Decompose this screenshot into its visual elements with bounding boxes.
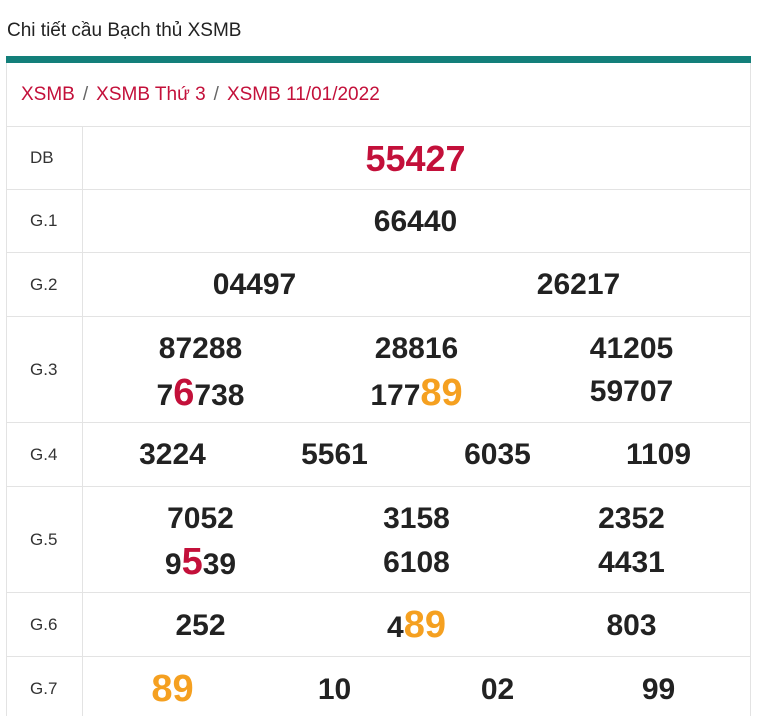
prize-values-g3: 87288 28816 41205 76738 17789 59707 — [82, 316, 750, 423]
results-panel: XSMB / XSMB Thứ 3 / XSMB 11/01/2022 DB 55427… — [6, 63, 751, 716]
prize-values-g4: 3224 5561 6035 1109 — [82, 422, 750, 487]
prize-label-g6: G.6 — [7, 592, 83, 657]
prize-number: 87288 — [158, 332, 243, 365]
prize-number: 3158 — [383, 502, 450, 535]
prize-values-g2: 04497 26217 — [82, 252, 750, 317]
prize-label-g5: G.5 — [7, 486, 83, 593]
prize-number-highlighted: 489 — [387, 604, 446, 646]
prize-number: 2352 — [598, 502, 665, 535]
highlighted-digit: 6 — [173, 372, 195, 414]
table-row: G.1 66440 — [7, 189, 750, 253]
prize-number: 99 — [641, 673, 676, 706]
prize-values-g5: 7052 3158 2352 9539 6108 4431 — [82, 486, 750, 593]
prize-number: 02 — [480, 673, 515, 706]
prize-number-highlighted: 89 — [151, 668, 194, 710]
table-row: G.5 7052 3158 2352 9539 6108 4431 — [7, 486, 750, 593]
breadcrumb-xsmb-thu-3[interactable]: XSMB Thứ 3 — [96, 84, 206, 105]
prize-number: 4431 — [598, 546, 665, 579]
prize-values-g1: 66440 — [82, 189, 750, 253]
prize-label-db: DB — [7, 126, 83, 190]
prize-label-g7: G.7 — [7, 656, 83, 716]
breadcrumb-xsmb-date[interactable]: XSMB 11/01/2022 — [226, 84, 380, 105]
title-accent-bar — [6, 56, 751, 63]
page-title: Chi tiết cầu Bạch thủ XSMB — [7, 20, 242, 41]
prize-number: 10 — [317, 673, 352, 706]
prize-number: 6035 — [464, 438, 531, 471]
highlighted-digit: 89 — [403, 604, 446, 646]
prize-label-g4: G.4 — [7, 422, 83, 487]
prize-values-g6: 252 489 803 — [82, 592, 750, 657]
prize-number-highlighted: 9539 — [164, 541, 237, 583]
prize-label-g3: G.3 — [7, 316, 83, 423]
table-row: G.7 89 10 02 99 — [7, 656, 750, 716]
prize-values-g7: 89 10 02 99 — [82, 656, 750, 716]
prize-number: 41205 — [589, 332, 674, 365]
highlighted-digit: 5 — [181, 541, 203, 583]
prize-number: 6108 — [383, 546, 450, 579]
prize-number: 28816 — [374, 332, 459, 365]
breadcrumb-separator: / — [213, 84, 219, 105]
prize-number: 1109 — [625, 438, 692, 471]
breadcrumb: XSMB / XSMB Thứ 3 / XSMB 11/01/2022 — [21, 84, 380, 106]
table-row: G.2 04497 26217 — [7, 252, 750, 317]
table-row: G.4 3224 5561 6035 1109 — [7, 422, 750, 487]
prize-label-g2: G.2 — [7, 252, 83, 317]
prize-number: 5561 — [301, 438, 368, 471]
results-table: DB 55427 G.1 66440 G.2 04497 26217 G.3 8… — [7, 126, 750, 716]
prize-number: 252 — [175, 609, 226, 642]
prize-number: 04497 — [212, 268, 297, 301]
highlighted-digit: 89 — [420, 372, 463, 414]
prize-values-db: 55427 — [82, 126, 750, 190]
table-row: G.3 87288 28816 41205 76738 17789 59707 — [7, 316, 750, 423]
prize-number: 66440 — [373, 205, 458, 238]
prize-number: 3224 — [139, 438, 206, 471]
table-row: G.6 252 489 803 — [7, 592, 750, 657]
prize-number: 26217 — [536, 268, 621, 301]
prize-number: 55427 — [365, 138, 466, 179]
prize-number-highlighted: 17789 — [370, 372, 463, 414]
prize-label-g1: G.1 — [7, 189, 83, 253]
prize-number: 803 — [606, 609, 657, 642]
breadcrumb-xsmb[interactable]: XSMB — [21, 84, 75, 105]
prize-number: 59707 — [589, 375, 674, 408]
breadcrumb-separator: / — [82, 84, 89, 105]
table-row: DB 55427 — [7, 126, 750, 190]
prize-number-highlighted: 76738 — [156, 372, 245, 414]
prize-number: 7052 — [167, 502, 234, 535]
